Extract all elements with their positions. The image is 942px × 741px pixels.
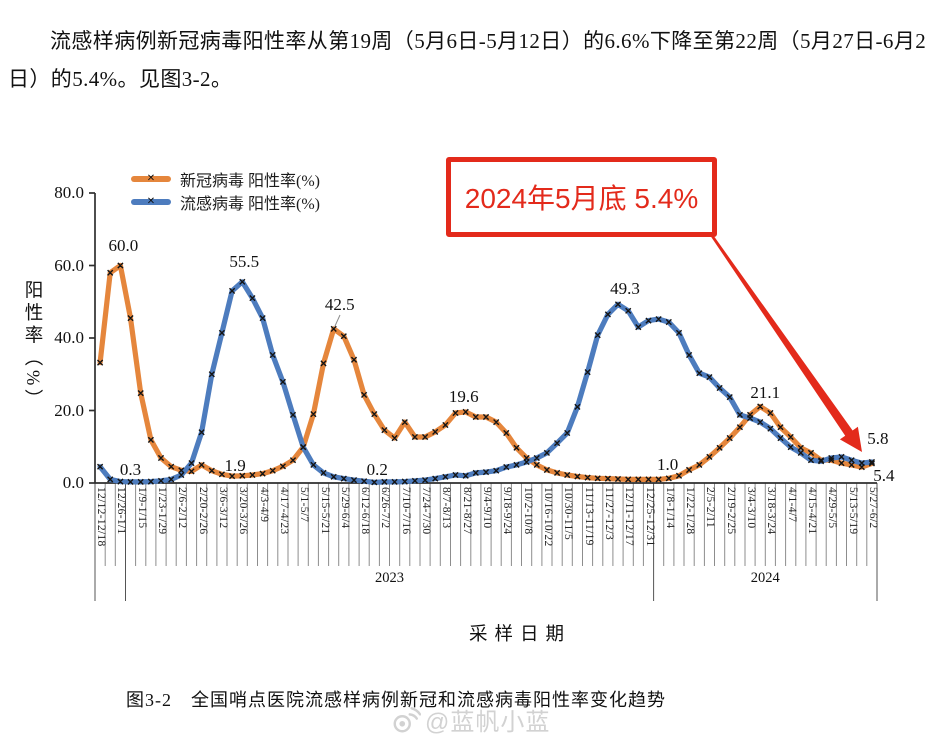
chart-legend: ✕ 新冠病毒 阳性率(%) ✕ 流感病毒 阳性率(%): [131, 167, 320, 213]
covid-series-swatch: ✕: [131, 173, 171, 184]
weibo-eye-icon: [393, 706, 421, 732]
flu-series-markers: [97, 278, 875, 486]
x-axis-title: 采样日期: [468, 625, 572, 645]
legend-item-covid: ✕ 新冠病毒 阳性率(%): [131, 167, 320, 190]
y-axis-title: 阳性率（%）: [22, 280, 42, 412]
flu-series-line: [97, 279, 875, 485]
flu-series-swatch: ✕: [131, 196, 171, 207]
trend-arrow: [707, 229, 862, 452]
watermark-text: @蓝帆小蓝: [425, 709, 551, 736]
label-leader-line: [334, 314, 341, 327]
document-paragraph: 流感样病例新冠病毒阳性率从第19周（5月6日-5月12日）的6.6%下降至第22…: [8, 29, 927, 91]
legend-item-flu: ✕ 流感病毒 阳性率(%): [131, 190, 320, 213]
annotation-callout: 2024年5月底 5.4%: [446, 157, 717, 237]
figure-caption: 图3-2 全国哨点医院流感样病例新冠和流感病毒阳性率变化趋势: [126, 690, 666, 710]
x-marker-icon: ✕: [146, 173, 156, 184]
watermark: @蓝帆小蓝: [391, 702, 550, 737]
covid-series-markers: [97, 262, 875, 483]
x-marker-icon: ✕: [146, 196, 156, 207]
legend-label-covid: 新冠病毒 阳性率(%): [180, 172, 320, 190]
legend-label-flu: 流感病毒 阳性率(%): [180, 195, 320, 213]
